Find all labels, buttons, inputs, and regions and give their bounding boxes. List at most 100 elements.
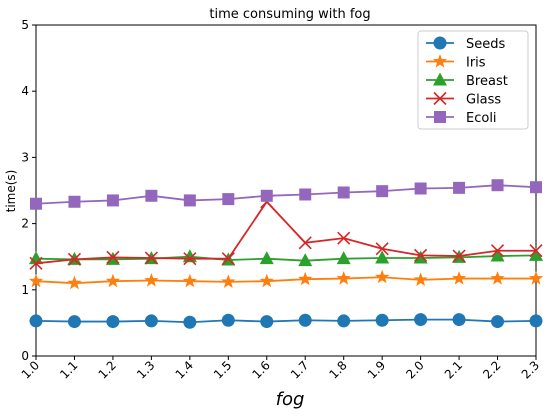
- data-point-glass: [183, 252, 197, 266]
- legend-item-breast: Breast: [426, 72, 508, 89]
- marker-stroke: [29, 256, 43, 270]
- data-point-ecoli: [491, 179, 504, 192]
- data-point-iris: [67, 275, 82, 290]
- data-point-iris: [413, 272, 428, 286]
- data-point-ecoli: [337, 186, 350, 199]
- data-point-iris: [221, 274, 236, 288]
- data-point-iris: [182, 273, 197, 288]
- legend-label: Ecoli: [466, 111, 497, 126]
- data-point-glass: [144, 251, 158, 265]
- data-point-breast: [182, 249, 197, 263]
- data-point-iris: [490, 271, 505, 285]
- data-point-seeds: [221, 313, 235, 327]
- x-tick-label: 1.3: [134, 358, 157, 381]
- marker-stroke: [221, 252, 235, 266]
- data-point-glass: [221, 252, 235, 266]
- data-point-ecoli: [106, 194, 119, 207]
- series-glass: [29, 195, 543, 270]
- marker-stroke: [298, 236, 312, 250]
- marker-stroke: [375, 242, 389, 256]
- legend-label: Breast: [466, 74, 508, 89]
- x-tick-label: 2.3: [519, 358, 542, 381]
- data-point-iris: [259, 273, 274, 288]
- data-point-seeds: [414, 313, 428, 327]
- x-tick-label: 1.6: [249, 358, 272, 381]
- data-point-iris: [105, 273, 121, 288]
- series-line-ecoli: [35, 184, 537, 205]
- data-point-seeds: [491, 315, 505, 329]
- marker-stroke: [414, 248, 428, 262]
- marker-stroke: [183, 252, 197, 266]
- series-ecoli: [30, 179, 542, 210]
- data-point-iris: [28, 273, 44, 288]
- data-point-seeds: [375, 313, 389, 327]
- marker-stroke: [529, 244, 543, 258]
- x-tick-label: 1.4: [173, 358, 196, 381]
- marker-stroke: [452, 249, 466, 263]
- y-tick-label: 5: [21, 18, 29, 32]
- y-tick-label: 0: [21, 349, 29, 363]
- data-point-iris: [298, 271, 313, 286]
- chart-title: time consuming with fog: [209, 7, 370, 22]
- marker-stroke: [337, 231, 351, 245]
- legend-marker-seeds: [433, 36, 447, 50]
- data-point-glass: [529, 244, 543, 258]
- data-point-iris: [336, 271, 351, 285]
- data-point-glass: [375, 242, 389, 256]
- x-tick-label: 1.1: [57, 358, 80, 381]
- legend-marker-glass: [433, 91, 447, 106]
- data-point-seeds: [183, 315, 197, 329]
- data-point-glass: [490, 244, 505, 258]
- data-point-iris: [451, 271, 467, 285]
- data-point-ecoli: [453, 181, 466, 194]
- x-tick-label: 2.0: [403, 358, 426, 381]
- data-point-breast: [259, 251, 274, 265]
- data-point-breast: [298, 253, 313, 267]
- legend-marker-iris: [432, 54, 448, 68]
- data-point-breast: [529, 247, 543, 261]
- data-point-iris: [144, 273, 159, 287]
- y-axis: 0 1 2 3 4 5: [21, 18, 36, 363]
- data-point-glass: [29, 256, 43, 270]
- data-point-ecoli: [183, 194, 196, 207]
- data-point-ecoli: [414, 182, 427, 195]
- data-point-glass: [298, 236, 312, 250]
- legend-item-glass: Glass: [426, 91, 501, 108]
- data-point-iris: [528, 271, 544, 285]
- x-tick-label: 1.7: [288, 358, 311, 381]
- x-tick-label: 1.2: [96, 358, 119, 381]
- data-point-ecoli: [260, 189, 273, 202]
- x-axis: 1.0 1.1 1.2 1.3 1.4 1.5 1.6 1.7 1.8 1.9 2.0 2.1 2.2 2…: [19, 356, 542, 382]
- data-point-ecoli: [530, 181, 542, 194]
- legend-item-ecoli: Ecoli: [426, 111, 497, 126]
- legend-label: Seeds: [466, 37, 506, 52]
- marker-stroke: [490, 244, 505, 258]
- data-point-ecoli: [145, 189, 158, 202]
- data-point-seeds: [452, 313, 466, 327]
- series-seeds: [29, 313, 543, 329]
- data-point-ecoli: [376, 185, 389, 198]
- marker-stroke: [106, 250, 120, 264]
- x-tick-label: 1.9: [365, 358, 388, 381]
- legend-item-seeds: Seeds: [426, 36, 506, 52]
- data-point-ecoli: [68, 195, 81, 208]
- data-point-ecoli: [299, 188, 312, 201]
- data-point-seeds: [260, 315, 274, 329]
- series-iris: [28, 269, 544, 290]
- y-axis-label: time(s): [4, 170, 18, 213]
- y-tick-label: 4: [21, 84, 29, 98]
- y-tick-label: 1: [21, 283, 29, 297]
- marker-stroke: [144, 251, 158, 265]
- data-point-seeds: [106, 315, 120, 329]
- data-point-glass: [337, 231, 351, 245]
- series-line-breast: [35, 254, 537, 262]
- y-tick-label: 2: [21, 217, 29, 231]
- data-point-seeds: [67, 315, 81, 329]
- series-line-iris: [35, 276, 536, 285]
- legend: Seeds Iris Breast Glass Ecoli: [417, 30, 529, 130]
- data-point-glass: [452, 249, 466, 263]
- legend-marker-ecoli: [434, 111, 446, 123]
- x-tick-label: 1.8: [326, 358, 349, 381]
- data-point-breast: [336, 251, 351, 265]
